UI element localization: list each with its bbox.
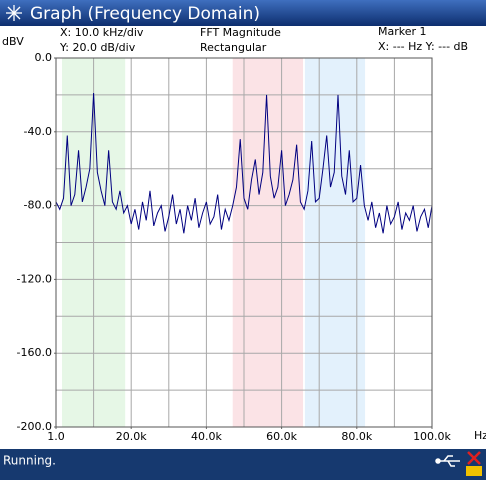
y-tick-label: 0.0 <box>35 51 53 64</box>
window-fn: Rectangular <box>200 41 267 54</box>
plot-border <box>55 57 433 428</box>
marker: Marker 1 <box>378 25 427 38</box>
x-tick-label: 80.0k <box>341 430 372 443</box>
window-title: Graph (Frequency Domain) <box>30 4 260 24</box>
x-tick-label: 20.0k <box>116 430 147 443</box>
marker-readout: X: --- Hz Y: --- dB <box>378 40 468 53</box>
y-tick-label: -40.0 <box>24 125 52 138</box>
y-tick-label: -120.0 <box>17 272 52 285</box>
y-tick-label: -200.0 <box>17 420 52 433</box>
y-tick-label: -160.0 <box>17 346 52 359</box>
title-bar <box>0 0 486 26</box>
y-tick-label: -80.0 <box>24 199 52 212</box>
x-tick-label: 1.0 <box>47 430 65 443</box>
close-icon[interactable] <box>466 451 482 476</box>
x-tick-label: 40.0k <box>191 430 222 443</box>
y-div: Y: 20.0 dB/div <box>59 41 136 54</box>
app-icon <box>6 5 22 21</box>
mode: FFT Magnitude <box>200 26 281 39</box>
x-axis-label: Hz <box>474 429 486 442</box>
status-bar <box>0 449 486 480</box>
spectrum-line <box>55 93 433 234</box>
x-tick-label: 100.0k <box>413 430 451 443</box>
x-tick-label: 60.0k <box>266 430 297 443</box>
usb-icon <box>435 455 460 467</box>
x-div: X: 10.0 kHz/div <box>60 26 144 39</box>
y-axis-label: dBV <box>2 35 24 48</box>
status-text: Running. <box>3 454 56 468</box>
